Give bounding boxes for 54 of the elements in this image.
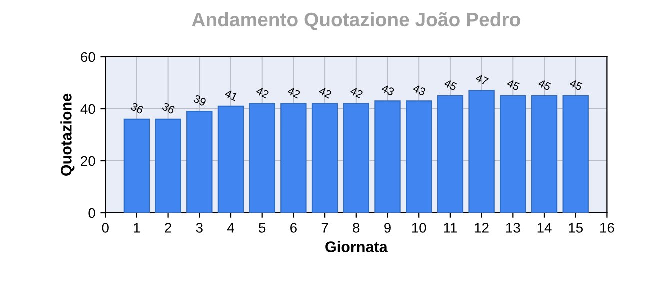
x-tick-label: 10 xyxy=(412,223,426,233)
y-tick-label: 0 xyxy=(88,208,96,218)
chart-title: Andamento Quotazione João Pedro xyxy=(192,12,520,30)
bar xyxy=(343,103,370,213)
data-label: 36 xyxy=(162,102,176,114)
x-tick-label: 5 xyxy=(259,223,266,233)
bar xyxy=(218,106,244,213)
y-tick-label: 60 xyxy=(81,52,96,62)
x-tick-label: 3 xyxy=(196,223,203,233)
x-tick-label: 8 xyxy=(353,223,360,233)
data-label: 42 xyxy=(287,86,301,99)
data-label: 47 xyxy=(475,74,489,86)
bar xyxy=(468,90,495,213)
x-tick-label: 15 xyxy=(569,223,583,233)
bar xyxy=(500,95,526,213)
bar xyxy=(437,95,464,213)
data-label: 45 xyxy=(506,79,520,92)
bar xyxy=(562,95,589,213)
y-tick-label: 20 xyxy=(81,156,96,166)
bar xyxy=(312,103,338,213)
data-label: 43 xyxy=(412,84,426,96)
data-label: 41 xyxy=(224,89,238,102)
bar xyxy=(249,103,276,213)
x-tick-label: 7 xyxy=(322,223,328,233)
x-tick-label: 11 xyxy=(444,223,457,233)
data-label: 45 xyxy=(569,79,584,92)
bar xyxy=(280,103,307,213)
data-label: 43 xyxy=(381,84,395,96)
x-tick-label: 16 xyxy=(600,223,614,233)
x-tick-label: 1 xyxy=(134,223,140,233)
x-tick-label: 12 xyxy=(475,223,489,233)
bar xyxy=(406,100,432,213)
data-label: 39 xyxy=(193,94,207,107)
x-tick-label: 6 xyxy=(290,223,297,233)
data-label: 42 xyxy=(318,86,332,99)
x-tick-label: 0 xyxy=(102,223,109,233)
x-tick-label: 13 xyxy=(506,223,520,233)
y-axis-title: Quotazione xyxy=(60,94,75,176)
x-tick-label: 2 xyxy=(165,223,172,233)
bar xyxy=(531,95,558,213)
x-axis-title: Giornata xyxy=(326,241,388,252)
x-tick-label: 9 xyxy=(384,223,391,233)
bar xyxy=(124,118,150,213)
x-tick-label: 4 xyxy=(227,223,234,233)
data-label: 45 xyxy=(444,79,458,92)
bar xyxy=(186,111,213,213)
bar xyxy=(374,100,401,213)
x-tick-label: 14 xyxy=(538,223,552,233)
data-label: 36 xyxy=(130,102,144,114)
bar xyxy=(155,118,182,213)
data-label: 45 xyxy=(538,79,552,92)
y-tick-label: 40 xyxy=(80,104,96,114)
data-label: 42 xyxy=(256,86,270,99)
data-label: 42 xyxy=(350,86,364,99)
